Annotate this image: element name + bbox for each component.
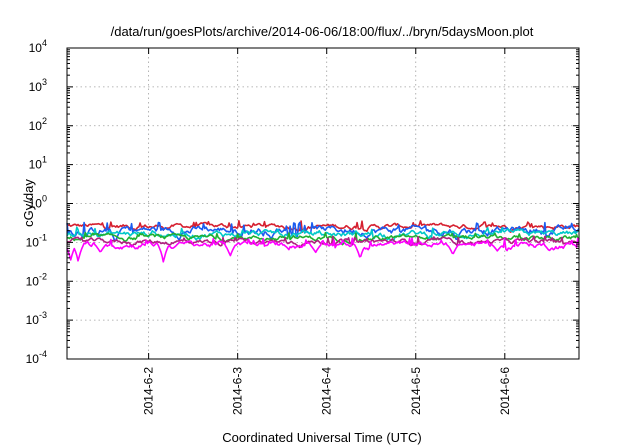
y-tick-label: 10-4 (26, 349, 47, 366)
series-line-3 (66, 226, 580, 242)
series-line-5 (66, 235, 580, 249)
x-tick-labels: 2014-6-2 2014-6-3 2014-6-4 2014-6-5 2014-6-6 (142, 367, 512, 415)
y-tick-label: 10-2 (26, 271, 47, 288)
x-tick-label: 2014-6-4 (320, 367, 334, 415)
y-tick-label: 100 (29, 194, 47, 211)
y-tick-label: 102 (29, 116, 47, 133)
tick-layer (67, 47, 579, 360)
chart-title: /data/run/goesPlots/archive/2014-06-06/1… (111, 24, 534, 39)
y-tick-label: 10-3 (26, 310, 47, 327)
x-tick-label: 2014-6-3 (231, 367, 245, 415)
x-tick-label: 2014-6-5 (409, 367, 423, 415)
series-line-4 (66, 231, 580, 246)
x-tick-label: 2014-6-6 (498, 367, 512, 415)
y-tick-label: 101 (29, 155, 47, 172)
y-tick-label: 104 (29, 38, 47, 55)
y-axis-label: cGy/day (21, 179, 36, 227)
y-tick-label: 103 (29, 77, 47, 94)
series-layer (66, 220, 580, 263)
x-axis-label: Coordinated Universal Time (UTC) (222, 430, 421, 445)
grid-layer (67, 48, 579, 359)
x-tick-label: 2014-6-2 (142, 367, 156, 415)
y-tick-labels: 10-4 10-3 10-2 10-1 100 101 102 103 104 (26, 38, 47, 366)
series-line-6 (66, 237, 580, 263)
y-tick-label: 10-1 (26, 232, 47, 249)
